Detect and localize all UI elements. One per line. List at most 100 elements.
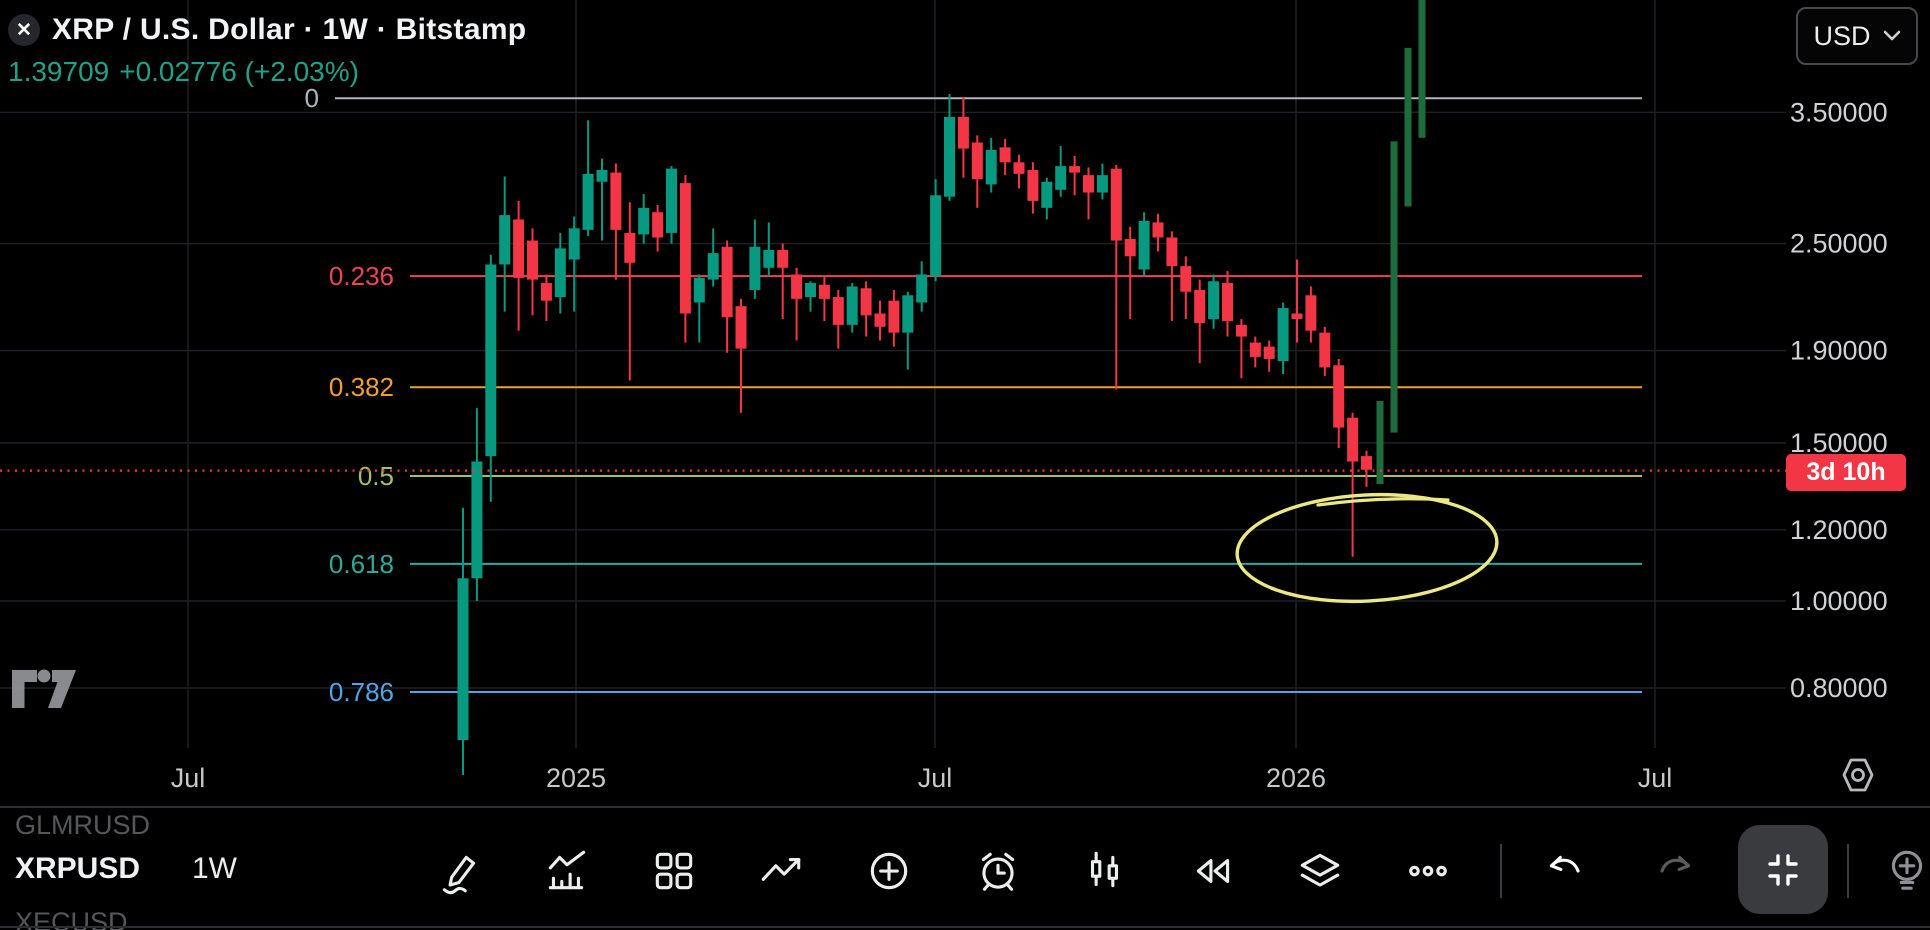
candle-body (1180, 266, 1192, 292)
bar-countdown-badge: 3d 10h (1786, 454, 1906, 491)
candle-body (624, 232, 636, 263)
candle-body (1055, 166, 1067, 190)
fib-label-0.786: 0.786 (329, 677, 394, 707)
active-symbol-label[interactable]: XRPUSD (15, 852, 141, 885)
xrp-logo-icon[interactable]: ✕ (8, 14, 40, 46)
time-axis-label[interactable]: Jul (171, 763, 206, 793)
candle-body (1110, 168, 1122, 241)
candle-body (693, 277, 705, 303)
candle-body (610, 172, 622, 230)
last-price: 1.39709 (8, 56, 110, 87)
candle-body (1277, 307, 1289, 362)
projected-bar[interactable] (1376, 401, 1384, 484)
replay-icon[interactable] (1188, 846, 1238, 896)
candle-body (1333, 365, 1345, 428)
interval-selector[interactable]: 1W (192, 852, 237, 885)
redo-icon[interactable] (1650, 846, 1700, 896)
fib-label-0.618: 0.618 (329, 549, 394, 579)
more-icon[interactable] (1403, 846, 1453, 896)
watchlist-ghost-row: XECUSD (15, 907, 128, 930)
chart-type-icon[interactable] (1080, 846, 1130, 896)
fib-label-0.5: 0.5 (358, 461, 394, 491)
candle-body (707, 253, 719, 280)
line-tools-icon[interactable] (756, 846, 806, 896)
candle-body (944, 116, 955, 197)
candle-body (971, 142, 983, 180)
projected-bar[interactable] (1404, 47, 1412, 207)
candle-body (721, 246, 733, 318)
candle-body (1291, 313, 1303, 320)
candle-body (499, 215, 511, 265)
draw-icon[interactable] (435, 846, 485, 896)
candle-body (1152, 222, 1164, 238)
candle-body (513, 219, 525, 278)
currency-selector[interactable]: USD (1796, 7, 1918, 65)
candle-body (999, 147, 1011, 163)
candle-body (457, 578, 469, 741)
projected-bar[interactable] (1390, 141, 1398, 433)
fib-label-0: 0 (305, 83, 319, 113)
time-axis-label[interactable]: 2025 (546, 763, 606, 793)
candle-body (860, 288, 872, 316)
candle-body (679, 183, 691, 314)
candle-body (888, 300, 900, 333)
candle-body (832, 297, 844, 325)
layouts-icon[interactable] (649, 846, 699, 896)
toolbar-divider (1500, 844, 1502, 898)
undo-icon[interactable] (1540, 846, 1590, 896)
candle-body (1138, 220, 1150, 270)
toolbar-divider (1847, 844, 1849, 898)
time-axis-label[interactable]: Jul (918, 763, 953, 793)
ideas-icon[interactable] (1882, 846, 1930, 896)
price-axis-label[interactable]: 1.90000 (1790, 336, 1888, 366)
ellipse-annotation[interactable] (1234, 488, 1499, 607)
candle-body (582, 173, 594, 230)
candle-body (1069, 166, 1081, 173)
price-axis-label[interactable]: 3.50000 (1790, 97, 1888, 127)
candle-body (485, 264, 497, 457)
gear-icon[interactable] (1842, 758, 1874, 792)
alerts-icon[interactable] (973, 846, 1023, 896)
projected-bar[interactable] (1418, 0, 1426, 138)
candle-body (818, 284, 830, 299)
tradingview-logo[interactable] (12, 669, 76, 709)
exit-fullscreen-button[interactable] (1738, 825, 1828, 914)
add-icon[interactable] (864, 846, 914, 896)
candle-body (527, 240, 538, 280)
price-axis-label[interactable]: 1.20000 (1790, 515, 1888, 545)
candle-body (735, 306, 747, 349)
candle-body (1222, 283, 1233, 322)
candle-body (749, 246, 761, 290)
time-axis-label[interactable]: 2026 (1266, 763, 1326, 793)
watchlist-ghost-row: GLMRUSD (15, 810, 151, 840)
candle-body (554, 248, 566, 298)
candle-body (1249, 342, 1261, 357)
indicators-icon[interactable] (542, 846, 592, 896)
currency-label: USD (1813, 20, 1871, 51)
objects-icon[interactable] (1295, 846, 1345, 896)
candle-body (568, 228, 580, 260)
candle-body (638, 207, 650, 235)
candle-body (777, 249, 789, 268)
symbol-title[interactable]: XRP / U.S. Dollar · 1W · Bitstamp (52, 13, 527, 46)
candle-body (1096, 175, 1108, 193)
candle-body (540, 283, 552, 301)
candle-body (666, 168, 677, 233)
candle-body (471, 461, 483, 579)
candle-body (930, 195, 942, 277)
candle-body (1319, 332, 1331, 368)
price-axis-label[interactable]: 0.80000 (1790, 673, 1888, 703)
candle-body (652, 212, 664, 238)
time-axis-label[interactable]: Jul (1638, 763, 1673, 793)
price-axis-label[interactable]: 2.50000 (1790, 229, 1888, 259)
price-axis-label[interactable]: 1.50000 (1790, 428, 1888, 458)
candle-body (1013, 162, 1025, 174)
fib-label-0.236: 0.236 (329, 261, 394, 291)
price-axis-label[interactable]: 1.00000 (1790, 586, 1888, 616)
candle-body (874, 313, 886, 327)
bottom-divider (0, 926, 1930, 928)
candle-body (1027, 169, 1039, 201)
ellipse-annotation-stroke (1316, 497, 1450, 507)
price-chart-canvas[interactable]: 0 0.236 0.382 0.5 0.618 0.786 3.50000 2.50000 1.… (0, 0, 1930, 806)
